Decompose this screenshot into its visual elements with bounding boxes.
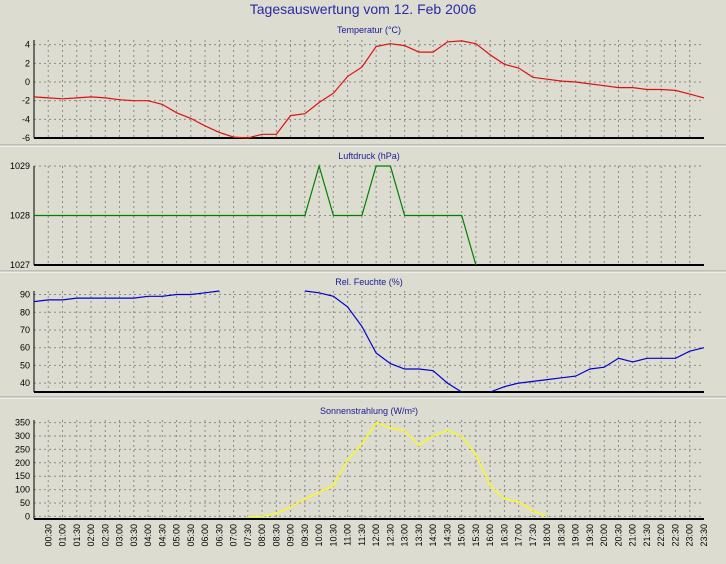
x-tick-label: 04:30 (157, 524, 167, 547)
temperature-series-line (33, 40, 705, 139)
x-tick-label: 05:30 (186, 524, 196, 547)
x-tick-label: 16:30 (499, 524, 509, 547)
x-tick-label: 23:00 (685, 524, 695, 547)
x-tick-label: 15:30 (471, 524, 481, 547)
x-tick-label: 05:00 (172, 524, 182, 547)
temperature-title: Temperatur (°C) (337, 25, 401, 35)
x-tick-label: 08:00 (257, 524, 267, 547)
humidity-ytick-label: 80 (20, 307, 30, 317)
x-tick-label: 14:30 (442, 524, 452, 547)
x-tick-label: 11:00 (343, 524, 353, 546)
humidity-ytick-label: 60 (20, 343, 30, 353)
x-tick-label: 20:00 (599, 524, 609, 547)
x-tick-label: 12:00 (371, 524, 381, 547)
x-tick-label: 13:30 (414, 524, 424, 547)
pressure-title: Luftdruck (hPa) (338, 151, 400, 161)
humidity-series-line (489, 347, 705, 393)
radiation-ytick-label: 50 (20, 498, 30, 508)
radiation-series-line (247, 421, 548, 517)
humidity-series-line (33, 290, 220, 303)
temperature-ytick-label: 0 (25, 77, 30, 87)
humidity-ytick-label: 90 (20, 290, 30, 300)
pressure-ytick-label: 1027 (10, 260, 30, 270)
x-tick-label: 20:30 (614, 524, 624, 547)
x-tick-label: 19:00 (571, 524, 581, 547)
radiation-ytick-label: 350 (15, 418, 30, 428)
temperature-ytick-label: -2 (22, 96, 30, 106)
x-tick-label: 01:30 (72, 524, 82, 547)
x-tick-label: 22:30 (671, 524, 681, 547)
x-tick-label: 17:00 (514, 524, 524, 547)
x-tick-label: 01:00 (58, 524, 68, 547)
humidity-series-line (304, 290, 463, 393)
x-tick-label: 14:00 (428, 524, 438, 547)
humidity-ytick-label: 50 (20, 360, 30, 370)
humidity-title: Rel. Feuchte (%) (335, 277, 403, 287)
x-tick-label: 06:00 (200, 524, 210, 547)
temperature-ytick-label: -4 (22, 114, 30, 124)
humidity-ytick-label: 40 (20, 378, 30, 388)
x-tick-label: 07:30 (243, 524, 253, 547)
x-tick-label: 15:00 (457, 524, 467, 547)
humidity-ytick-label: 70 (20, 325, 30, 335)
temperature-ytick-label: -6 (22, 133, 30, 143)
x-tick-label: 19:30 (585, 524, 595, 547)
x-tick-label: 06:30 (214, 524, 224, 547)
x-tick-label: 04:00 (143, 524, 153, 547)
radiation-ytick-label: 100 (15, 485, 30, 495)
x-tick-label: 13:00 (400, 524, 410, 547)
x-tick-label: 03:00 (115, 524, 125, 547)
x-tick-label: 18:00 (542, 524, 552, 547)
x-tick-label: 09:00 (286, 524, 296, 547)
pressure-ytick-label: 1028 (10, 211, 30, 221)
x-tick-label: 10:00 (314, 524, 324, 547)
x-tick-label: 23:30 (699, 524, 709, 547)
x-tick-label: 07:00 (229, 524, 239, 547)
page-title: Tagesauswertung vom 12. Feb 2006 (249, 1, 477, 17)
x-tick-label: 03:30 (129, 524, 139, 547)
temperature-ytick-label: 4 (25, 40, 30, 50)
x-tick-label: 17:30 (528, 524, 538, 547)
pressure-ytick-label: 1029 (10, 161, 30, 171)
radiation-ytick-label: 0 (25, 511, 30, 521)
radiation-ytick-label: 300 (15, 431, 30, 441)
x-tick-label: 21:00 (628, 524, 638, 547)
x-tick-label: 00:30 (43, 524, 53, 547)
radiation-title: Sonnenstrahlung (W/m²) (320, 406, 418, 416)
radiation-ytick-label: 250 (15, 444, 30, 454)
x-tick-label: 02:30 (100, 524, 110, 547)
x-tick-label: 16:00 (485, 524, 495, 547)
x-tick-label: 02:00 (86, 524, 96, 547)
x-tick-label: 18:30 (556, 524, 566, 547)
radiation-ytick-label: 200 (15, 458, 30, 468)
x-tick-label: 11:30 (357, 524, 367, 546)
x-tick-label: 22:00 (656, 524, 666, 547)
temperature-ytick-label: 2 (25, 58, 30, 68)
x-tick-label: 21:30 (642, 524, 652, 547)
x-tick-label: 08:30 (271, 524, 281, 547)
x-tick-label: 12:30 (385, 524, 395, 547)
radiation-ytick-label: 150 (15, 471, 30, 481)
x-tick-label: 10:30 (328, 524, 338, 547)
x-tick-label: 09:30 (300, 524, 310, 547)
pressure-series-line (34, 163, 477, 266)
